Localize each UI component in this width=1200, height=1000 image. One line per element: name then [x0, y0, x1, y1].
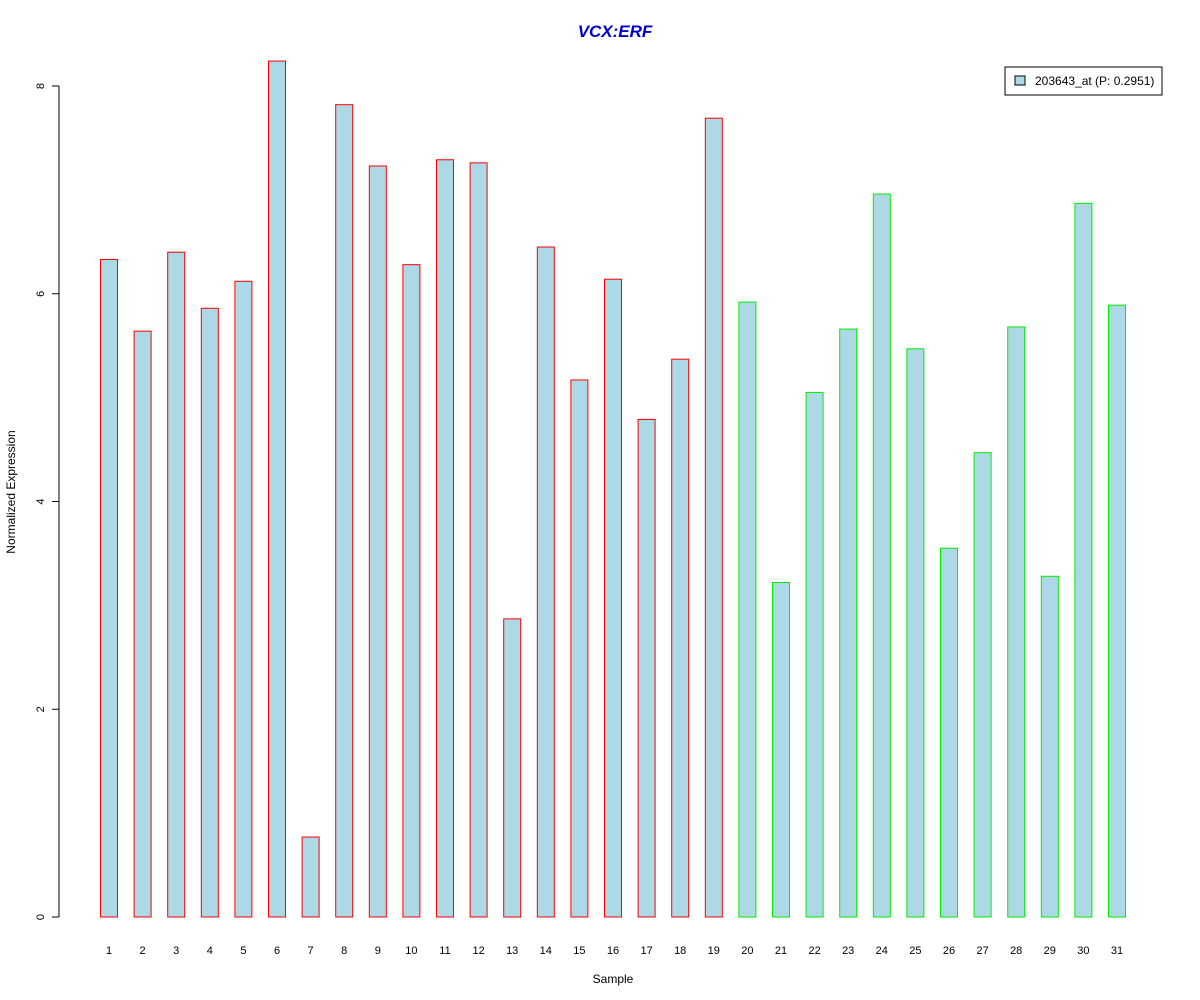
x-tick-label: 29 [1044, 945, 1056, 957]
x-tick-label: 23 [842, 945, 854, 957]
x-tick-label: 13 [506, 945, 518, 957]
x-tick-label: 10 [405, 945, 417, 957]
x-tick-label: 7 [308, 945, 314, 957]
x-tick-label: 25 [909, 945, 921, 957]
x-tick-label: 28 [1010, 945, 1022, 957]
bar [973, 452, 992, 918]
bar [234, 280, 253, 918]
x-tick-label: 8 [341, 945, 347, 957]
x-axis-label: Sample [593, 972, 634, 986]
bar [268, 60, 286, 918]
bar [637, 418, 656, 918]
bar [872, 193, 891, 918]
bar [1108, 304, 1126, 918]
bar [906, 348, 925, 918]
bar [536, 246, 555, 918]
x-tick-label: 14 [540, 945, 552, 957]
bar [335, 104, 354, 918]
x-tick-label: 22 [808, 945, 820, 957]
legend-label: 203643_at (P: 0.2951) [1035, 74, 1154, 88]
x-tick-label: 30 [1077, 945, 1089, 957]
y-axis-label: Normalized Expression [4, 430, 18, 553]
bar [805, 391, 824, 918]
bar [738, 301, 757, 918]
bar [671, 358, 690, 918]
y-tick-label: 0 [35, 914, 47, 920]
legend-box [1004, 66, 1163, 96]
y-tick-label: 2 [35, 706, 47, 712]
bar [940, 547, 958, 918]
legend: 203643_at (P: 0.2951) [1004, 66, 1163, 96]
x-tick-label: 19 [708, 945, 720, 957]
x-tick-label: 15 [573, 945, 585, 957]
x-tick-label: 12 [472, 945, 484, 957]
x-tick-label: 9 [375, 945, 381, 957]
bar [200, 307, 219, 918]
bar [1040, 575, 1059, 918]
bar [1007, 326, 1026, 918]
bar [503, 618, 522, 918]
x-tick-label: 2 [140, 945, 146, 957]
bar [167, 251, 186, 918]
x-tick-label: 4 [207, 945, 213, 957]
x-tick-label: 20 [741, 945, 753, 957]
x-tick-label: 24 [876, 945, 888, 957]
bar [570, 379, 589, 918]
bar [436, 159, 454, 918]
legend-swatch [1014, 75, 1026, 86]
x-tick-label: 17 [640, 945, 652, 957]
y-tick-label: 8 [35, 83, 47, 89]
x-tick-labels: 1 2 3 4 5 6 7 8 9 10 11 12 13 14 15 16 17 18 19 20 21 22 23 24 2… [106, 945, 1123, 957]
x-tick-label: 16 [607, 945, 619, 957]
y-tick-label: 6 [35, 291, 47, 297]
bar [100, 258, 118, 918]
x-tick-label: 18 [674, 945, 686, 957]
bar [839, 328, 858, 918]
x-tick-label: 11 [439, 945, 450, 957]
x-tick-label: 3 [173, 945, 179, 957]
x-tick-label: 31 [1111, 945, 1123, 957]
chart-title: VCX:ERF [578, 22, 653, 41]
bar [133, 330, 152, 918]
bar [704, 117, 723, 918]
x-tick-label: 6 [274, 945, 280, 957]
bar [368, 165, 387, 918]
bar [402, 264, 421, 918]
bar [469, 162, 488, 918]
x-tick-label: 26 [943, 945, 955, 957]
bar [301, 836, 320, 918]
y-tick-label: 4 [35, 498, 47, 504]
x-tick-label: 27 [976, 945, 988, 957]
y-axis: 0 2 4 6 8 [35, 83, 60, 920]
bar [604, 278, 622, 918]
x-tick-label: 21 [775, 945, 787, 957]
bar [1074, 202, 1093, 918]
x-tick-label: 1 [106, 945, 112, 957]
bars [100, 60, 1126, 918]
bar [772, 582, 790, 918]
x-tick-label: 5 [240, 945, 246, 957]
